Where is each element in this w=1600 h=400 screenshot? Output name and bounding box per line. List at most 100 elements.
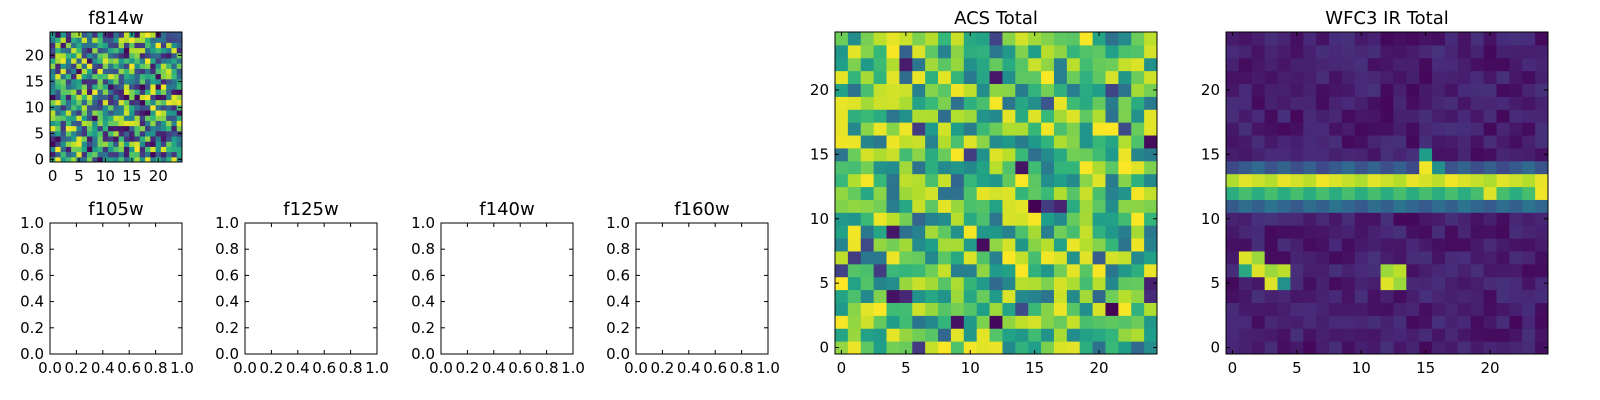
heatmap-cell bbox=[912, 44, 926, 59]
heatmap-cell bbox=[1316, 263, 1330, 278]
heatmap-cell bbox=[912, 341, 926, 355]
heatmap-cell bbox=[160, 110, 167, 116]
heatmap-cell bbox=[1483, 263, 1497, 278]
heatmap-cell bbox=[145, 32, 151, 38]
heatmap-cell bbox=[102, 58, 109, 64]
heatmap-cell bbox=[1277, 186, 1291, 200]
heatmap-cell bbox=[50, 115, 56, 121]
heatmap-cell bbox=[1419, 315, 1433, 329]
heatmap-cell bbox=[989, 199, 1003, 213]
heatmap-cell bbox=[1483, 160, 1497, 175]
heatmap-cell bbox=[1483, 212, 1497, 226]
heatmap-cell bbox=[1277, 44, 1291, 59]
heatmap-cell bbox=[1251, 70, 1266, 85]
heatmap-cell bbox=[97, 89, 104, 95]
heatmap-cell bbox=[1380, 44, 1394, 59]
heatmap-cell bbox=[108, 151, 114, 158]
heatmap-cell bbox=[1393, 199, 1407, 213]
heatmap-cell bbox=[835, 276, 849, 291]
y-tick-label: 0.4 bbox=[411, 293, 435, 311]
heatmap-cell bbox=[1393, 341, 1407, 355]
heatmap-cell bbox=[1444, 315, 1459, 329]
heatmap-cell bbox=[92, 110, 99, 116]
heatmap-cell bbox=[1419, 70, 1433, 85]
heatmap-cell bbox=[860, 44, 875, 59]
heatmap-cell bbox=[1341, 199, 1356, 213]
heatmap-cell bbox=[989, 57, 1003, 72]
heatmap-cell bbox=[1329, 250, 1343, 265]
heatmap-cell bbox=[1496, 173, 1510, 188]
heatmap-cell bbox=[108, 42, 114, 49]
heatmap-cell bbox=[938, 315, 952, 329]
heatmap-cell bbox=[102, 141, 109, 147]
heatmap-cell bbox=[92, 99, 99, 106]
heatmap-cell bbox=[860, 225, 875, 239]
heatmap-cell bbox=[1264, 160, 1279, 175]
heatmap-cell bbox=[129, 52, 135, 59]
heatmap-cell bbox=[1470, 173, 1485, 188]
heatmap-cell bbox=[97, 141, 104, 147]
heatmap-cell bbox=[1535, 263, 1549, 278]
heatmap-cell bbox=[1496, 289, 1510, 303]
y-tick-label: 0.0 bbox=[411, 345, 435, 363]
heatmap-cell bbox=[1226, 147, 1240, 162]
heatmap-cell bbox=[176, 94, 183, 101]
heatmap-cell bbox=[847, 341, 862, 355]
heatmap-cell bbox=[1483, 238, 1497, 252]
heatmap-cell bbox=[71, 136, 77, 142]
heatmap-cell bbox=[912, 315, 926, 329]
heatmap-cell bbox=[886, 186, 900, 200]
heatmap-cell bbox=[1535, 160, 1549, 175]
heatmap-cell bbox=[171, 125, 178, 132]
heatmap-cell bbox=[1144, 225, 1158, 239]
heatmap-cell bbox=[1496, 147, 1510, 162]
heatmap-cell bbox=[129, 141, 135, 147]
heatmap-cell bbox=[1329, 225, 1343, 239]
heatmap-cell bbox=[92, 32, 99, 38]
heatmap-cell bbox=[139, 73, 146, 80]
heatmap-cell bbox=[1238, 315, 1253, 329]
heatmap-cell bbox=[873, 57, 888, 72]
heatmap-cell bbox=[976, 173, 991, 188]
heatmap-cell bbox=[81, 125, 88, 132]
heatmap-cell bbox=[50, 120, 56, 127]
heatmap-cell bbox=[129, 73, 135, 80]
heatmap-cell bbox=[1053, 83, 1068, 97]
heatmap-cell bbox=[171, 120, 178, 127]
heatmap-cell bbox=[97, 151, 104, 158]
heatmap-cell bbox=[1028, 173, 1042, 188]
heatmap-cell bbox=[1015, 212, 1029, 226]
heatmap-cell bbox=[86, 120, 93, 127]
heatmap-cell bbox=[92, 130, 99, 137]
heatmap-cell bbox=[139, 42, 146, 49]
heatmap-cell bbox=[1406, 250, 1420, 265]
heatmap-cell bbox=[1015, 109, 1029, 123]
heatmap-cell bbox=[134, 94, 141, 101]
heatmap-cell bbox=[1419, 263, 1433, 278]
heatmap-cell bbox=[1316, 122, 1330, 136]
heatmap-cell bbox=[1509, 96, 1523, 110]
heatmap-cell bbox=[1066, 83, 1081, 97]
heatmap-cell bbox=[1380, 173, 1394, 188]
heatmap-cell bbox=[1264, 289, 1279, 303]
heatmap-cell bbox=[176, 110, 183, 116]
heatmap-cell bbox=[1066, 57, 1081, 72]
heatmap-cell bbox=[912, 276, 926, 291]
heatmap-cell bbox=[1226, 315, 1240, 329]
heatmap-cell bbox=[155, 151, 162, 158]
heatmap-cell bbox=[176, 99, 183, 106]
heatmap-cell bbox=[1144, 328, 1158, 342]
heatmap-cell bbox=[76, 104, 83, 111]
heatmap-cell bbox=[118, 52, 125, 59]
acs-total-axes-frame bbox=[834, 31, 1158, 355]
heatmap-cell bbox=[912, 328, 926, 342]
heatmap-cell bbox=[134, 151, 141, 158]
heatmap-cell bbox=[1264, 315, 1279, 329]
heatmap-cell bbox=[1144, 147, 1158, 162]
heatmap-cell bbox=[1041, 186, 1055, 200]
heatmap-cell bbox=[1419, 32, 1433, 46]
heatmap-cell bbox=[1015, 32, 1029, 46]
heatmap-cell bbox=[1015, 199, 1029, 213]
heatmap-cell bbox=[989, 109, 1003, 123]
heatmap-cell bbox=[899, 160, 913, 175]
